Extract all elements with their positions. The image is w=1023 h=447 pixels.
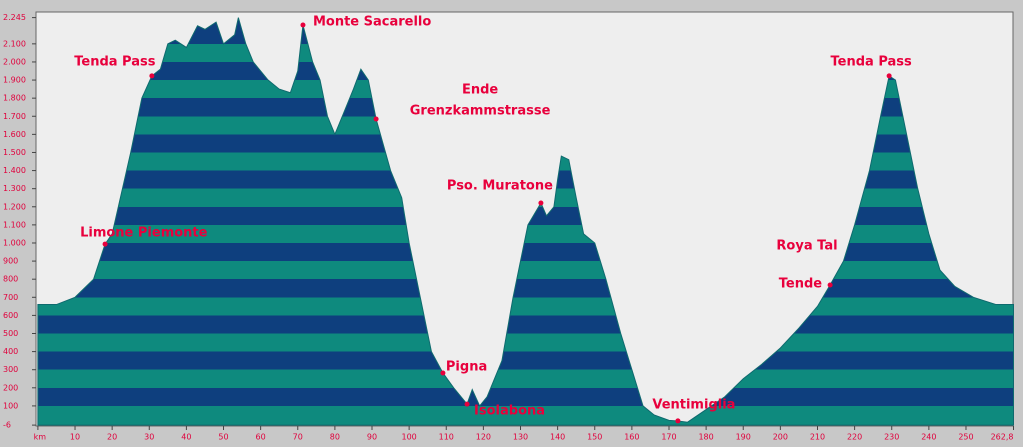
- x-tick-label: 130: [513, 433, 528, 442]
- x-tick-label: 110: [439, 433, 454, 442]
- y-tick-label: 600: [3, 311, 18, 320]
- y-tick-label: 2.100: [3, 39, 26, 48]
- x-tick-label: 20: [107, 433, 117, 442]
- x-tick-label: 230: [884, 433, 899, 442]
- place-label: Limone Piemonte: [80, 226, 208, 241]
- y-tick-label: 1.500: [3, 148, 26, 157]
- y-tick-label: 300: [3, 365, 18, 374]
- y-tick-label: 1.900: [3, 76, 26, 85]
- y-tick-label: 1.400: [3, 166, 26, 175]
- x-tick-label: 60: [256, 433, 266, 442]
- x-tick-label: 140: [550, 433, 565, 442]
- place-marker: [464, 401, 470, 407]
- y-tick-label: -6: [3, 421, 11, 430]
- y-tick-label: 1.300: [3, 184, 26, 193]
- x-tick-label: 70: [293, 433, 303, 442]
- place-label: Ventimiglia: [652, 397, 735, 412]
- x-tick-label: 80: [330, 433, 340, 442]
- place-label: Tende: [779, 276, 823, 291]
- y-tick-label: 1.800: [3, 94, 26, 103]
- x-tick-label: 50: [218, 433, 228, 442]
- x-tick-label: 210: [810, 433, 825, 442]
- place-marker: [102, 241, 108, 247]
- x-tick-label: 100: [401, 433, 416, 442]
- x-tick-label: 170: [661, 433, 676, 442]
- place-marker: [373, 116, 379, 122]
- place-marker: [149, 73, 155, 79]
- x-tick-label: 10: [70, 433, 80, 442]
- x-tick-label: 262,8: [991, 433, 1014, 442]
- place-marker: [300, 22, 306, 28]
- place-label: Monte Sacarello: [313, 15, 431, 30]
- place-label: Ende: [462, 82, 498, 97]
- y-tick-label: 800: [3, 275, 18, 284]
- x-tick-label: 120: [476, 433, 491, 442]
- x-tick-label: km: [34, 433, 47, 442]
- y-tick-label: 900: [3, 257, 18, 266]
- y-tick-label: 400: [3, 347, 18, 356]
- place-label: Pso. Muratone: [447, 178, 553, 193]
- place-label: Tenda Pass: [74, 54, 156, 69]
- x-tick-label: 150: [587, 433, 602, 442]
- place-marker: [827, 282, 833, 288]
- elevation-area: [37, 17, 1014, 426]
- x-tick-label: 180: [698, 433, 713, 442]
- place-marker: [675, 418, 681, 424]
- y-tick-label: 500: [3, 329, 18, 338]
- y-tick-label: 200: [3, 383, 18, 392]
- y-tick-label: 700: [3, 293, 18, 302]
- place-marker: [538, 200, 544, 206]
- place-label: Tenda Pass: [831, 54, 913, 69]
- x-tick-label: 240: [921, 433, 936, 442]
- y-tick-label: 1.600: [3, 130, 26, 139]
- x-tick-label: 190: [736, 433, 751, 442]
- place-marker: [440, 370, 446, 376]
- y-tick-label: 100: [3, 401, 18, 410]
- place-label: Isolabona: [474, 404, 545, 419]
- x-tick-label: 30: [144, 433, 154, 442]
- place-label: Pigna: [446, 359, 487, 374]
- x-tick-label: 250: [958, 433, 973, 442]
- y-tick-label: 2.000: [3, 57, 26, 66]
- x-tick-label: 160: [624, 433, 639, 442]
- place-marker: [886, 73, 892, 79]
- y-tick-label: 1.700: [3, 112, 26, 121]
- place-label: Grenzkammstrasse: [410, 103, 551, 118]
- y-tick-label: 2.245: [3, 13, 26, 22]
- x-tick-label: 90: [367, 433, 377, 442]
- x-tick-label: 40: [181, 433, 191, 442]
- place-label: Roya Tal: [776, 239, 837, 254]
- y-tick-label: 1.100: [3, 220, 26, 229]
- x-tick-label: 200: [773, 433, 788, 442]
- y-tick-label: 1.000: [3, 238, 26, 247]
- x-tick-label: 220: [847, 433, 862, 442]
- y-tick-label: 1.200: [3, 202, 26, 211]
